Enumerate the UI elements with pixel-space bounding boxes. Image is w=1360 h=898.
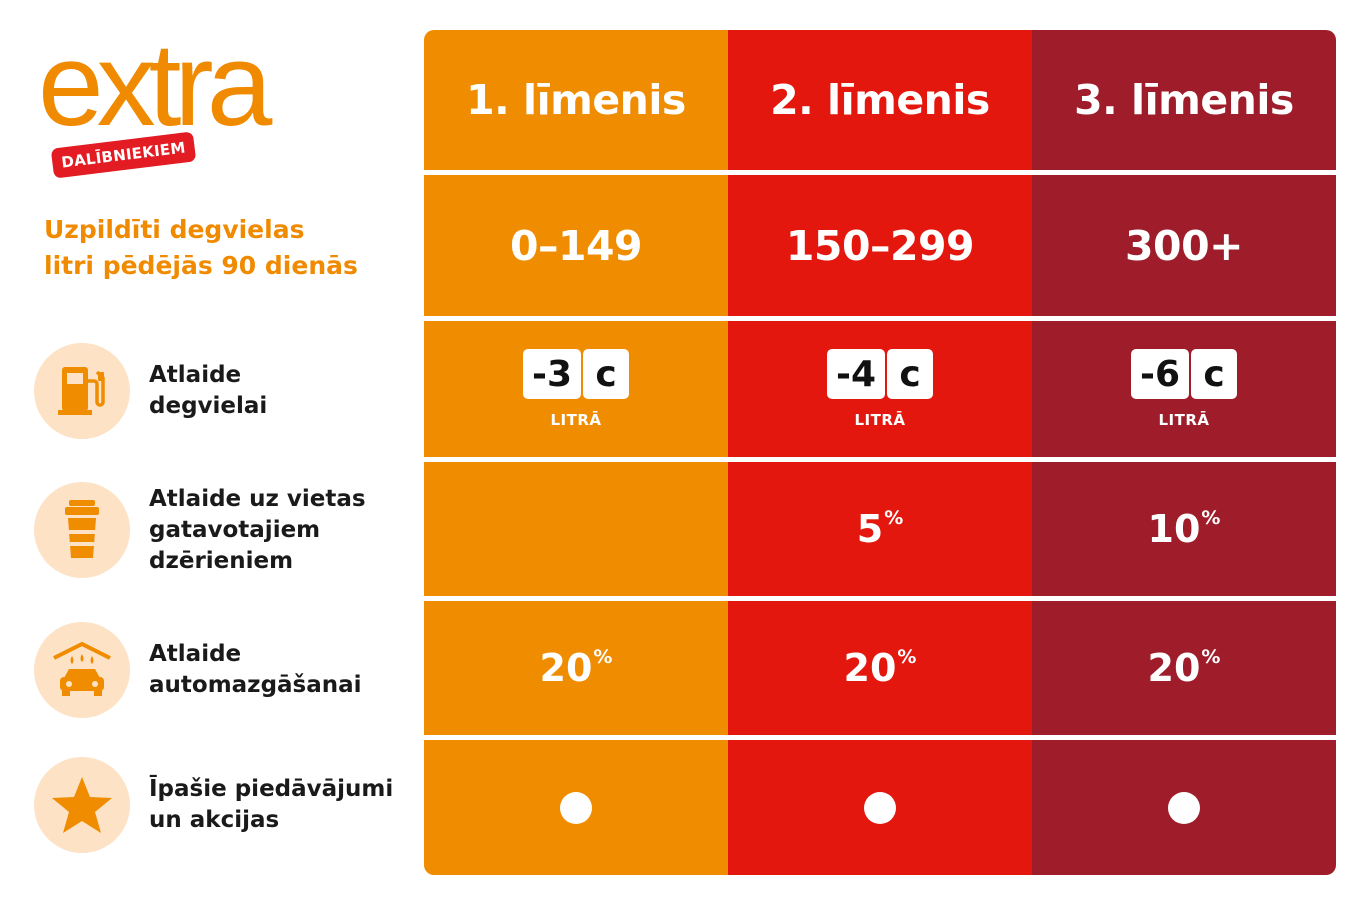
row-divider [424, 170, 1336, 175]
row-text-line: Īpašie piedāvājumi [149, 776, 394, 802]
row-divider [424, 316, 1336, 321]
level-1-drinks-discount [424, 462, 728, 596]
wash-discount-value: 20 [843, 646, 897, 690]
star-icon [34, 757, 130, 853]
row-text-line: dzērieniem [149, 547, 294, 574]
row-label-drinks: Atlaide uz vietas gatavotajiem dzērienie… [34, 482, 424, 582]
car-wash-icon [34, 622, 130, 718]
level-1-wash-discount: 20% [424, 601, 728, 735]
percent-sign: % [897, 646, 917, 668]
row-text-line: gatavotajiem [149, 516, 321, 543]
row-text-line: automazgāšanai [149, 672, 362, 698]
fuel-pump-icon [34, 343, 130, 439]
extra-logo: extra DALĪBNIEKIEM [38, 20, 338, 184]
level-2-drinks-discount: 5% [728, 462, 1032, 596]
row-text-wash: Atlaide automazgāšanai [149, 622, 362, 718]
level-2-wash-discount: 20% [728, 601, 1032, 735]
level-3-header: 3. līmenis [1074, 76, 1294, 124]
litres-label: Uzpildīti degvielas litri pēdējās 90 die… [44, 212, 414, 284]
percent-sign: % [1201, 507, 1221, 529]
percent-sign: % [593, 646, 613, 668]
included-dot-icon [560, 791, 592, 824]
row-label-fuel: Atlaide degvielai [34, 343, 424, 443]
level-3-fuel-discount: -6 c LITRĀ [1032, 321, 1336, 457]
level-1-offers [424, 740, 728, 875]
row-text-line: Atlaide [149, 641, 242, 667]
row-text-fuel: Atlaide degvielai [149, 343, 267, 439]
fuel-discount-value: -3 [523, 349, 581, 399]
fuel-discount-box: -6 c [1131, 349, 1237, 399]
included-dot-icon [1168, 791, 1200, 824]
level-3-drinks-discount: 10% [1032, 462, 1336, 596]
row-text-offers: Īpašie piedāvājumi un akcijas [149, 757, 393, 853]
level-3-range: 300+ [1125, 221, 1243, 270]
row-label-wash: Atlaide automazgāšanai [34, 622, 424, 722]
fuel-discount-value: -6 [1131, 349, 1189, 399]
fuel-discount-per: LITRĀ [854, 411, 906, 429]
level-2-fuel-discount: -4 c LITRĀ [728, 321, 1032, 457]
level-3-offers [1032, 740, 1336, 875]
level-2-offers [728, 740, 1032, 875]
drinks-discount-value: 5 [856, 507, 884, 551]
fuel-discount-box: -4 c [827, 349, 933, 399]
fuel-discount-unit: c [1191, 349, 1237, 399]
wash-discount-value: 20 [539, 646, 593, 690]
row-text-line: un akcijas [149, 807, 280, 833]
included-dot-icon [864, 791, 896, 824]
row-divider [424, 596, 1336, 601]
row-label-offers: Īpašie piedāvājumi un akcijas [34, 757, 424, 857]
coffee-cup-icon [34, 482, 130, 578]
fuel-discount-per: LITRĀ [550, 411, 602, 429]
row-text-drinks: Atlaide uz vietas gatavotajiem dzērienie… [149, 482, 366, 578]
fuel-discount-unit: c [887, 349, 933, 399]
level-1-header: 1. līmenis [466, 76, 686, 124]
row-divider [424, 457, 1336, 462]
row-text-line: degvielai [149, 393, 268, 419]
level-1-fuel-discount: -3 c LITRĀ [424, 321, 728, 457]
fuel-discount-box: -3 c [523, 349, 629, 399]
percent-sign: % [884, 507, 904, 529]
row-divider [424, 735, 1336, 740]
wash-discount-value: 20 [1147, 646, 1201, 690]
litres-label-line2: litri pēdējās 90 dienās [44, 251, 358, 280]
levels-table: 1. līmenis 2. līmenis 3. līmenis 0–149 1… [424, 30, 1336, 875]
litres-label-line1: Uzpildīti degvielas [44, 215, 305, 244]
level-2-range: 150–299 [785, 221, 975, 270]
level-3-wash-discount: 20% [1032, 601, 1336, 735]
fuel-discount-unit: c [583, 349, 629, 399]
drinks-discount-value: 10 [1147, 507, 1201, 551]
level-2-header: 2. līmenis [770, 76, 990, 124]
logo-wordmark: extra [38, 19, 272, 151]
level-1-range: 0–149 [509, 221, 643, 270]
fuel-discount-per: LITRĀ [1158, 411, 1210, 429]
fuel-discount-value: -4 [827, 349, 885, 399]
percent-sign: % [1201, 646, 1221, 668]
row-text-line: Atlaide uz vietas [149, 485, 366, 512]
row-text-line: Atlaide [149, 362, 242, 388]
